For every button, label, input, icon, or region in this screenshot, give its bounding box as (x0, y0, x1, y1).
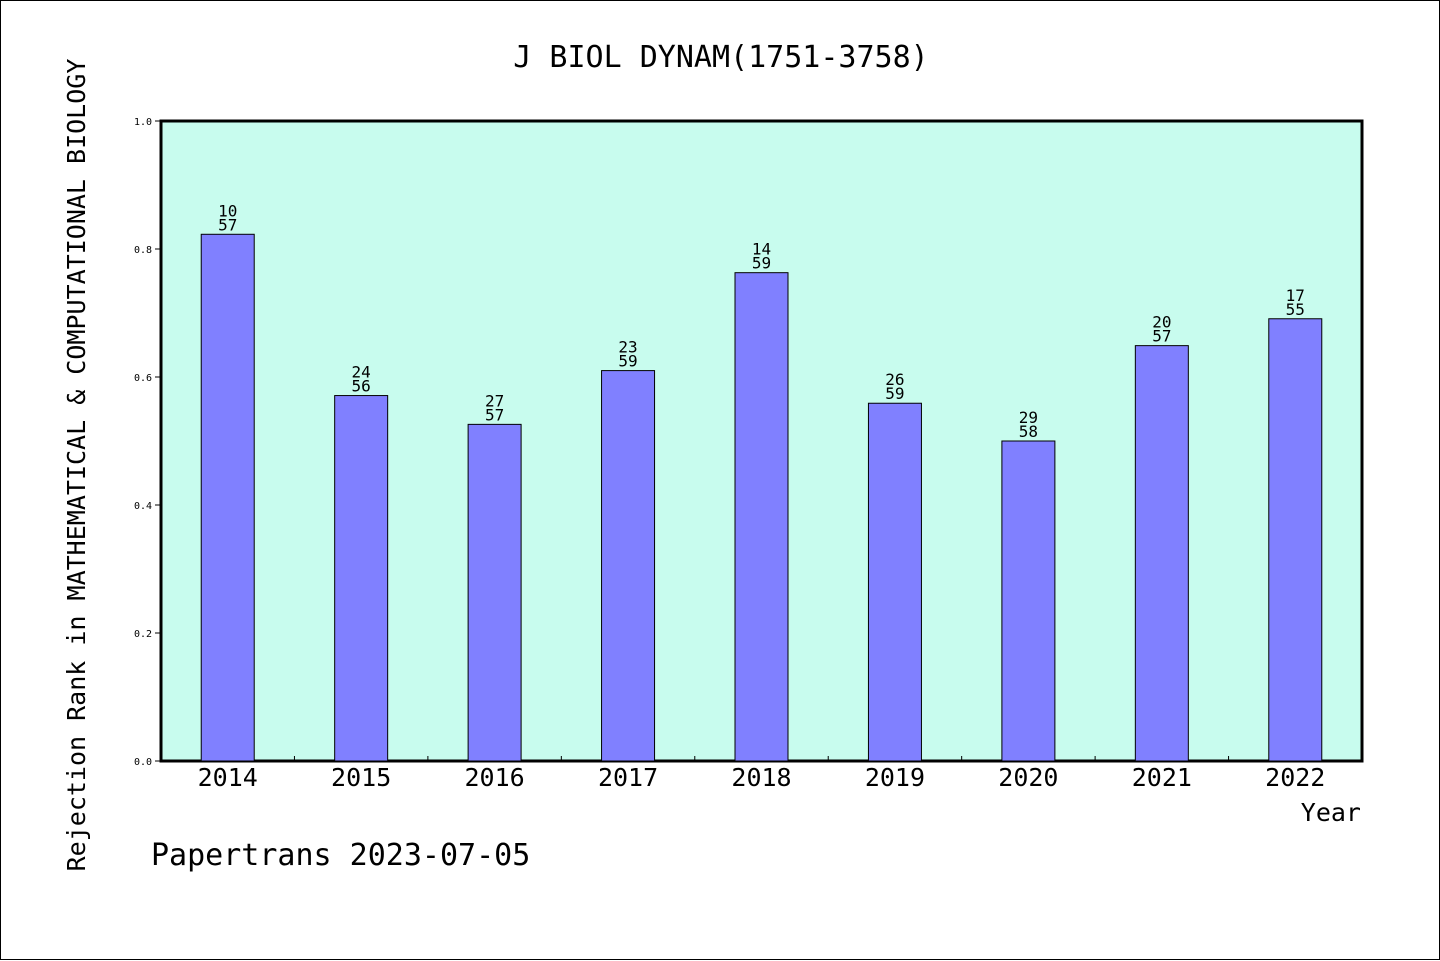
bar-2021 (1134, 345, 1189, 762)
bar-label-bottom: 59 (752, 254, 771, 273)
bar-label-top: 20 (1152, 313, 1171, 332)
y-tick-label: 0.2 (134, 629, 152, 640)
y-tick-label: 0.8 (134, 245, 152, 256)
bar-label-bottom: 59 (618, 352, 637, 371)
y-tick-label: 0.6 (134, 373, 152, 384)
x-tick-label: 2021 (1132, 763, 1192, 792)
y-tick-label: 1.0 (134, 117, 152, 128)
y-axis-ticks: 0.0 0.2 0.4 0.6 0.8 1.0 (134, 117, 161, 768)
bar-label-top: 24 (352, 363, 371, 382)
bar-2017 (601, 370, 656, 762)
x-tick-label: 2022 (1265, 763, 1325, 792)
bar-2020 (1001, 440, 1056, 762)
bar-label-bottom: 57 (485, 405, 504, 424)
x-tick-labels: 2014 2015 2016 2017 2018 2019 2020 2021 2022 (198, 763, 1326, 792)
x-axis-label: Year (1301, 798, 1361, 827)
bar-label-top: 10 (218, 201, 237, 220)
y-tick-label: 0.0 (134, 757, 152, 768)
bar-label-top: 23 (618, 338, 637, 357)
x-tick-label: 2014 (198, 763, 258, 792)
bar-label-top: 26 (885, 370, 904, 389)
x-tick-label: 2016 (465, 763, 525, 792)
x-tick-label: 2018 (731, 763, 791, 792)
bar-2022 (1268, 318, 1323, 762)
bar-2014 (200, 233, 255, 762)
x-tick-label: 2017 (598, 763, 658, 792)
y-tick-label: 0.4 (134, 501, 152, 512)
bar-label-bottom: 59 (885, 384, 904, 403)
bar-2018 (734, 272, 789, 762)
footer-text: Papertrans 2023-07-05 (151, 838, 530, 873)
y-axis-label: Rejection Rank in MATHEMATICAL & COMPUTA… (62, 59, 91, 872)
bar-label-bottom: 57 (1152, 327, 1171, 346)
bar-2015 (334, 395, 389, 762)
x-tick-label: 2019 (865, 763, 925, 792)
bar-label-top: 17 (1286, 286, 1305, 305)
bar-label-bottom: 55 (1286, 300, 1305, 319)
x-tick-label: 2020 (998, 763, 1058, 792)
bar-label-top: 27 (485, 391, 504, 410)
bar-label-bottom: 58 (1019, 422, 1038, 441)
bar-label-top: 29 (1019, 408, 1038, 427)
chart-title: J BIOL DYNAM(1751-3758) (513, 40, 928, 75)
bar-label-top: 14 (752, 240, 771, 259)
bar-2016 (467, 423, 522, 762)
bars-group (200, 233, 1323, 762)
bar-label-bottom: 56 (352, 377, 371, 396)
bar-2019 (867, 402, 922, 762)
x-axis-ticks (293, 756, 1230, 761)
x-tick-label: 2015 (331, 763, 391, 792)
bar-label-bottom: 57 (218, 215, 237, 234)
